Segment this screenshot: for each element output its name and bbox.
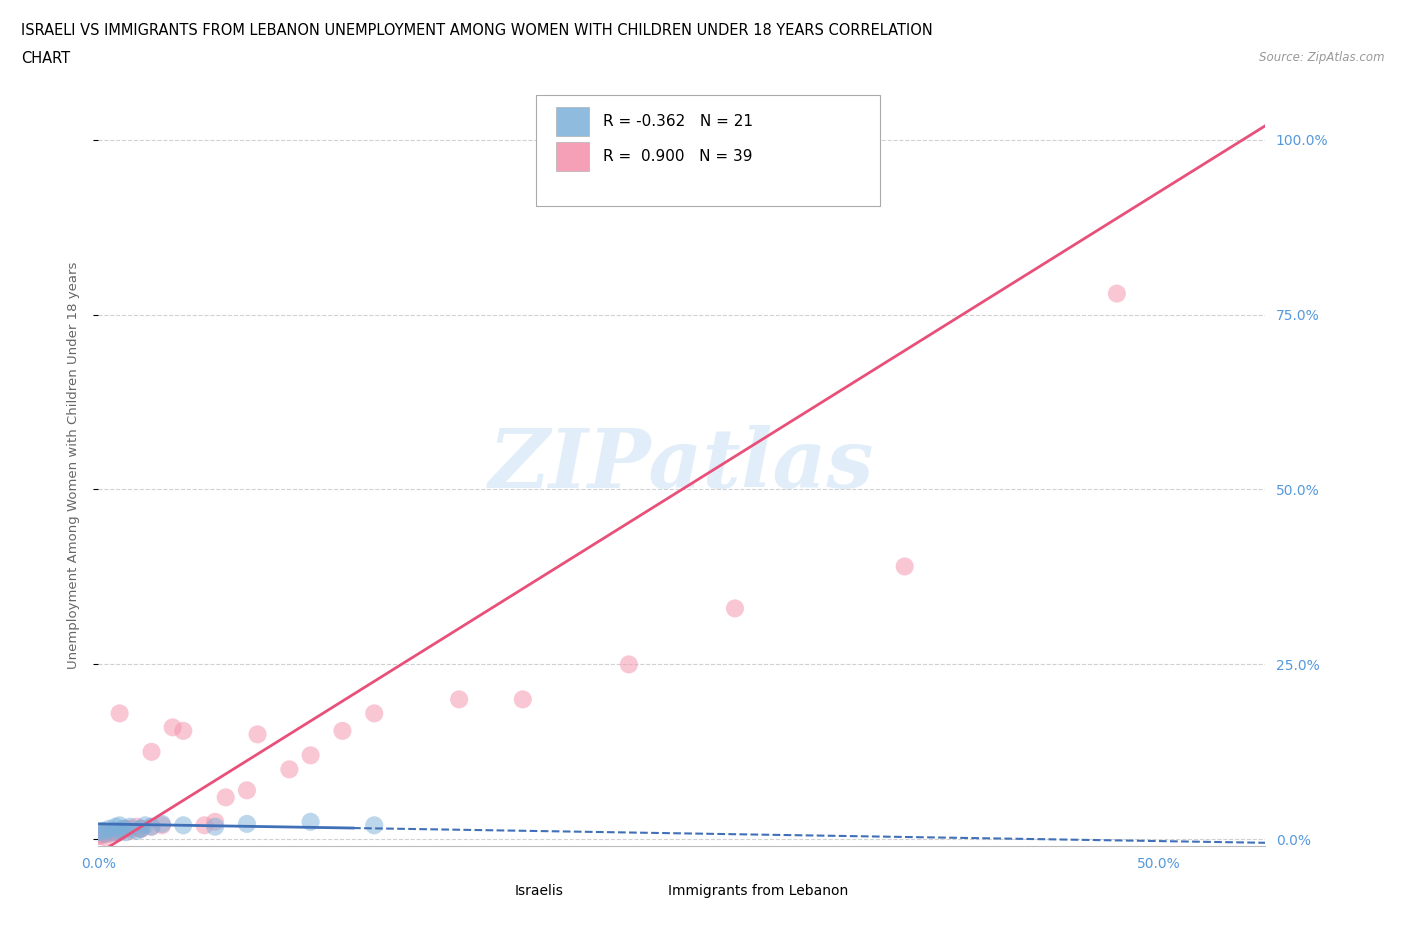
Point	[120, 821, 142, 836]
Text: Israelis: Israelis	[515, 884, 564, 897]
Point	[108, 825, 131, 840]
Point	[162, 720, 184, 735]
Point	[115, 821, 138, 836]
Point	[94, 826, 117, 841]
Point	[90, 829, 112, 844]
Point	[91, 823, 114, 838]
Point	[98, 826, 121, 841]
Point	[108, 823, 131, 838]
Point	[449, 692, 471, 707]
Point	[204, 815, 226, 830]
FancyBboxPatch shape	[536, 95, 880, 206]
FancyBboxPatch shape	[630, 881, 658, 904]
Point	[363, 817, 385, 832]
Text: Immigrants from Lebanon: Immigrants from Lebanon	[668, 884, 848, 897]
Point	[246, 727, 269, 742]
Point	[120, 823, 142, 838]
Point	[150, 817, 173, 832]
Point	[193, 817, 215, 832]
Point	[108, 817, 131, 832]
Text: ISRAELI VS IMMIGRANTS FROM LEBANON UNEMPLOYMENT AMONG WOMEN WITH CHILDREN UNDER : ISRAELI VS IMMIGRANTS FROM LEBANON UNEMP…	[21, 23, 932, 38]
Point	[129, 821, 152, 836]
Point	[172, 817, 194, 832]
Point	[617, 657, 640, 671]
Point	[94, 826, 117, 841]
Point	[103, 825, 125, 840]
FancyBboxPatch shape	[478, 881, 508, 904]
Point	[141, 819, 163, 834]
Point	[100, 825, 122, 840]
Point	[108, 706, 131, 721]
Point	[129, 821, 152, 836]
Point	[172, 724, 194, 738]
Point	[724, 601, 747, 616]
Point	[299, 748, 322, 763]
Point	[363, 706, 385, 721]
Point	[134, 817, 156, 832]
Point	[299, 815, 322, 830]
Y-axis label: Unemployment Among Women with Children Under 18 years: Unemployment Among Women with Children U…	[67, 261, 80, 669]
Point	[107, 825, 129, 840]
Point	[112, 821, 135, 836]
Text: CHART: CHART	[21, 51, 70, 66]
Point	[141, 819, 163, 834]
Point	[512, 692, 534, 707]
Point	[215, 790, 238, 804]
Text: R =  0.900   N = 39: R = 0.900 N = 39	[603, 149, 752, 164]
Point	[112, 821, 135, 836]
Text: ZIPatlas: ZIPatlas	[489, 425, 875, 505]
Point	[236, 817, 259, 831]
Point	[98, 821, 121, 836]
Point	[893, 559, 915, 574]
Point	[104, 823, 127, 838]
Point	[204, 819, 226, 834]
Point	[1105, 286, 1128, 301]
Point	[120, 819, 142, 834]
Point	[150, 817, 173, 831]
Point	[332, 724, 354, 738]
Point	[236, 783, 259, 798]
Point	[87, 825, 110, 840]
FancyBboxPatch shape	[555, 141, 589, 170]
Point	[141, 744, 163, 759]
Text: R = -0.362   N = 21: R = -0.362 N = 21	[603, 114, 752, 129]
Point	[87, 829, 110, 844]
Text: Source: ZipAtlas.com: Source: ZipAtlas.com	[1260, 51, 1385, 64]
Point	[91, 826, 114, 841]
Point	[129, 821, 152, 836]
Point	[103, 825, 125, 840]
FancyBboxPatch shape	[555, 107, 589, 137]
Point	[104, 819, 127, 834]
Point	[125, 819, 148, 834]
Point	[125, 823, 148, 838]
Point	[94, 830, 117, 844]
Point	[278, 762, 301, 777]
Point	[115, 825, 138, 840]
